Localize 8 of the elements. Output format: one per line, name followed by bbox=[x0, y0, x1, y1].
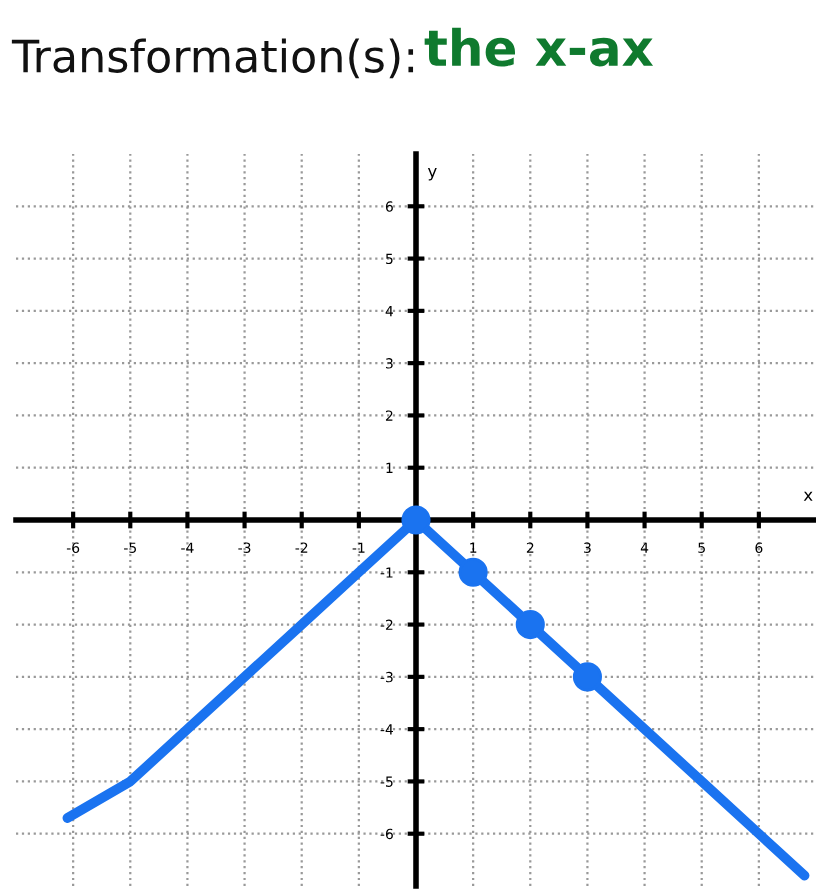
point bbox=[458, 557, 488, 587]
text: the x-ax bbox=[424, 27, 654, 67]
y-axis-title: y bbox=[427, 168, 437, 181]
chart-title: Transformation(s): bbox=[11, 38, 414, 79]
point bbox=[515, 610, 545, 640]
point bbox=[572, 662, 602, 692]
x-axis-title: x bbox=[803, 491, 813, 501]
point bbox=[401, 505, 431, 535]
